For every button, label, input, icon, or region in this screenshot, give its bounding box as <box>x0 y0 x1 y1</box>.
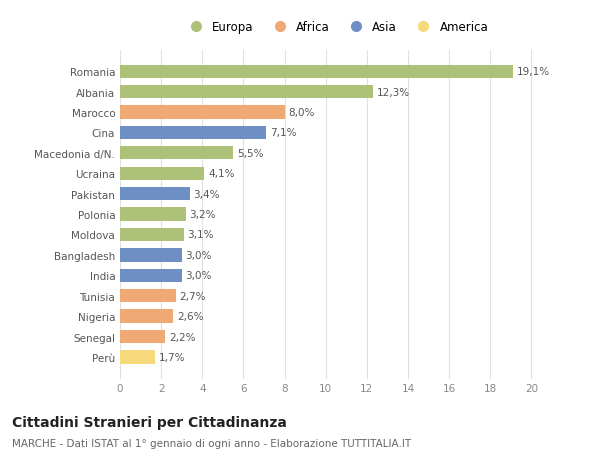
Text: 7,1%: 7,1% <box>270 128 296 138</box>
Text: 3,0%: 3,0% <box>185 271 212 280</box>
Text: 4,1%: 4,1% <box>208 169 235 179</box>
Text: Cittadini Stranieri per Cittadinanza: Cittadini Stranieri per Cittadinanza <box>12 415 287 429</box>
Bar <box>120 249 182 262</box>
Text: 2,7%: 2,7% <box>179 291 206 301</box>
Bar <box>120 127 266 140</box>
Bar <box>120 65 513 78</box>
Text: 3,2%: 3,2% <box>190 210 216 219</box>
Bar <box>120 167 205 180</box>
Text: 5,5%: 5,5% <box>237 149 263 158</box>
Text: MARCHE - Dati ISTAT al 1° gennaio di ogni anno - Elaborazione TUTTITALIA.IT: MARCHE - Dati ISTAT al 1° gennaio di ogn… <box>12 438 411 448</box>
Text: 8,0%: 8,0% <box>288 108 314 118</box>
Bar <box>120 188 190 201</box>
Bar <box>120 228 184 241</box>
Bar <box>120 330 165 343</box>
Text: 2,2%: 2,2% <box>169 332 196 342</box>
Bar <box>120 208 186 221</box>
Bar <box>120 269 182 282</box>
Text: 1,7%: 1,7% <box>158 352 185 362</box>
Bar <box>120 310 173 323</box>
Bar <box>120 290 176 302</box>
Text: 2,6%: 2,6% <box>177 311 203 321</box>
Bar <box>120 351 155 364</box>
Text: 3,4%: 3,4% <box>194 189 220 199</box>
Bar <box>120 86 373 99</box>
Bar <box>120 106 284 119</box>
Text: 3,1%: 3,1% <box>187 230 214 240</box>
Text: 3,0%: 3,0% <box>185 250 212 260</box>
Text: 12,3%: 12,3% <box>377 87 410 97</box>
Legend: Europa, Africa, Asia, America: Europa, Africa, Asia, America <box>181 19 491 36</box>
Bar <box>120 147 233 160</box>
Text: 19,1%: 19,1% <box>517 67 550 77</box>
